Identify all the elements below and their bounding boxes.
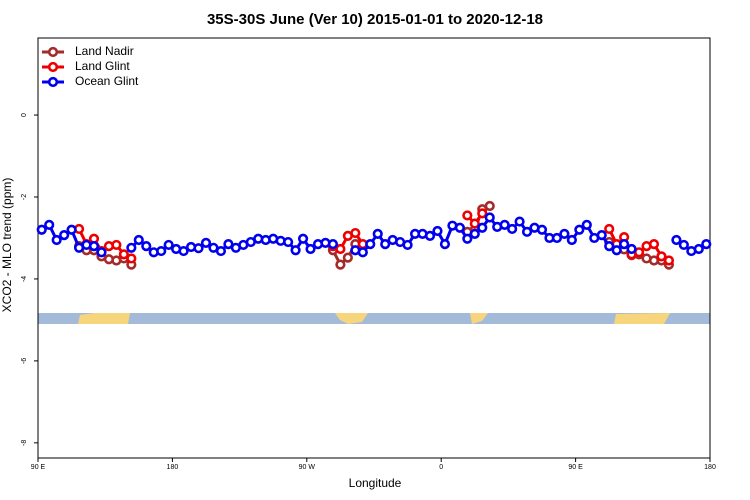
point xyxy=(357,247,368,258)
point xyxy=(469,218,480,229)
plot-frame xyxy=(37,37,711,459)
point xyxy=(514,216,525,227)
point xyxy=(596,229,607,241)
y-tick-label: -6 xyxy=(21,358,28,364)
y-tick-label: -4 xyxy=(21,276,28,282)
legend-marker xyxy=(47,46,59,58)
point xyxy=(193,243,204,254)
x-tick-label: 180 xyxy=(167,464,179,471)
point xyxy=(126,242,137,253)
legend-label: Ocean Glint xyxy=(75,74,139,88)
point xyxy=(619,239,630,250)
point xyxy=(88,241,100,252)
point xyxy=(678,239,689,251)
point xyxy=(126,253,137,264)
point xyxy=(51,234,62,246)
point xyxy=(156,245,167,257)
point xyxy=(701,239,712,250)
legend-label: Land Glint xyxy=(75,59,130,73)
chart-title: 35S-30S June (Ver 10) 2015-01-01 to 2020… xyxy=(207,11,543,28)
point xyxy=(462,233,473,244)
point xyxy=(663,255,675,266)
point xyxy=(223,239,234,250)
point xyxy=(574,224,585,235)
point xyxy=(604,223,615,235)
point xyxy=(305,243,316,255)
point xyxy=(290,245,301,256)
point xyxy=(380,239,391,250)
x-axis-label: Longitude xyxy=(349,476,402,490)
legend-marker xyxy=(47,61,59,73)
point xyxy=(566,234,577,246)
x-tick-label: 90 E xyxy=(568,464,583,471)
x-tick-label: 0 xyxy=(439,464,443,471)
map-strip xyxy=(38,313,710,324)
point xyxy=(111,239,122,251)
point xyxy=(36,224,47,235)
point xyxy=(432,225,443,237)
point xyxy=(507,223,518,235)
point xyxy=(335,243,346,255)
point xyxy=(335,259,346,270)
point xyxy=(424,230,436,242)
point xyxy=(648,239,660,250)
point xyxy=(141,241,152,252)
point xyxy=(215,245,227,257)
point xyxy=(59,229,70,241)
point xyxy=(297,233,309,244)
point xyxy=(462,210,473,221)
point xyxy=(283,236,294,248)
point xyxy=(626,243,637,255)
x-tick-label: 90 E xyxy=(31,464,46,471)
point xyxy=(611,245,622,256)
point xyxy=(671,234,682,246)
y-axis-label: XCO2 - MLO trend (ppm) xyxy=(0,178,14,313)
point xyxy=(693,243,704,255)
point xyxy=(469,228,480,239)
point xyxy=(536,224,548,235)
point xyxy=(327,239,339,250)
point xyxy=(133,234,144,246)
point xyxy=(484,200,495,212)
point xyxy=(96,247,107,258)
y-tick-label: -8 xyxy=(21,440,28,446)
point xyxy=(372,228,383,239)
point xyxy=(200,237,212,248)
point xyxy=(656,251,667,262)
point xyxy=(365,239,376,250)
y-tick-label: 0 xyxy=(21,113,28,117)
point xyxy=(604,241,615,252)
point xyxy=(66,224,77,235)
point xyxy=(342,252,353,263)
point xyxy=(402,239,413,251)
point xyxy=(178,245,189,257)
point xyxy=(477,222,488,233)
y-tick-label: -2 xyxy=(21,194,28,200)
point xyxy=(521,226,533,237)
point xyxy=(454,222,465,233)
point xyxy=(559,228,570,239)
point xyxy=(44,219,55,230)
point xyxy=(499,219,510,230)
point xyxy=(118,249,129,260)
point xyxy=(477,208,488,219)
legend-marker xyxy=(47,76,59,88)
x-tick-label: 180 xyxy=(704,464,716,471)
point xyxy=(551,232,563,244)
point xyxy=(163,239,174,251)
point xyxy=(439,239,451,250)
x-tick-label: 90 W xyxy=(299,464,316,471)
point xyxy=(581,219,592,230)
point xyxy=(350,227,361,239)
point xyxy=(484,212,495,223)
legend-label: Land Nadir xyxy=(75,44,134,58)
